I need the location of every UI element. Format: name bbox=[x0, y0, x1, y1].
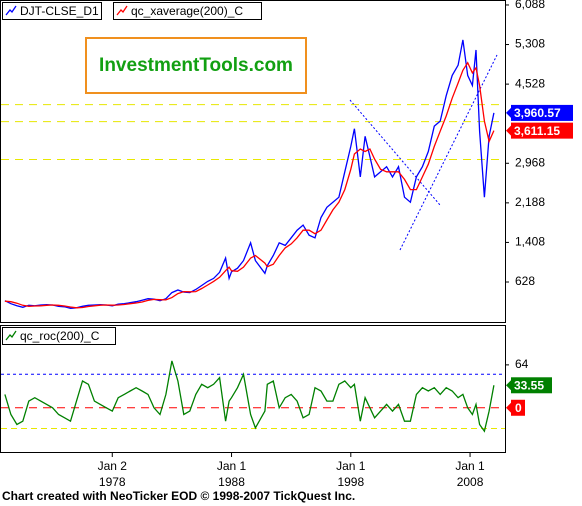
footer: Chart created with NeoTicker EOD © 1998-… bbox=[2, 489, 355, 503]
y-tick-label: 5,308 bbox=[515, 37, 545, 51]
reference-label: 0 bbox=[515, 401, 522, 415]
x-tick-label: Jan 2 bbox=[98, 459, 128, 473]
legend-label: qc_roc(200)_C bbox=[20, 329, 100, 343]
x-tick-year: 1998 bbox=[337, 475, 364, 489]
x-tick-year: 1988 bbox=[218, 475, 245, 489]
y-tick-label: 6,088 bbox=[515, 0, 545, 11]
last-value-box bbox=[511, 122, 573, 139]
reference-box bbox=[511, 399, 525, 416]
x-tick-year: 2008 bbox=[457, 475, 484, 489]
y-tick-label: 628 bbox=[515, 274, 535, 288]
y-tick-label: 2,968 bbox=[515, 155, 545, 169]
y-tick-label: 64 bbox=[515, 357, 529, 371]
y-tick-label: 1,408 bbox=[515, 235, 545, 249]
trend-lines bbox=[349, 54, 498, 251]
legend-box bbox=[2, 2, 102, 20]
series-line bbox=[4, 39, 495, 309]
y-tick-label: 4,528 bbox=[515, 76, 545, 90]
legend-icon bbox=[116, 5, 128, 16]
legend-box bbox=[113, 2, 262, 20]
legend-icon bbox=[5, 330, 17, 341]
last-value-arrow bbox=[506, 125, 511, 136]
last-value-label: 33.55 bbox=[514, 378, 544, 392]
x-tick-year: 1978 bbox=[99, 475, 126, 489]
watermark: InvestmentTools.com bbox=[99, 55, 293, 76]
x-tick-label: Jan 1 bbox=[217, 459, 247, 473]
last-value-arrow bbox=[506, 380, 511, 391]
trend-line bbox=[349, 99, 441, 206]
x-tick-label: Jan 1 bbox=[455, 459, 485, 473]
last-value-box bbox=[511, 377, 552, 394]
last-value-arrow bbox=[506, 107, 511, 118]
last-value-box bbox=[511, 104, 573, 121]
legend-label: qc_xaverage(200)_C bbox=[131, 4, 243, 18]
legend-label: DJT-CLSE_D1 bbox=[20, 4, 99, 18]
y-tick-label: 2,188 bbox=[515, 195, 545, 209]
reference-arrow bbox=[506, 402, 511, 413]
last-value-label: 3,960.57 bbox=[514, 106, 561, 120]
series-line bbox=[4, 61, 495, 309]
trend-line bbox=[399, 54, 498, 251]
last-value-label: 3,611.15 bbox=[514, 124, 560, 138]
series-line bbox=[4, 360, 495, 433]
watermark-box bbox=[85, 37, 307, 94]
x-tick-label: Jan 1 bbox=[336, 459, 366, 473]
legend-icon bbox=[5, 5, 17, 16]
legend-box bbox=[2, 327, 116, 345]
